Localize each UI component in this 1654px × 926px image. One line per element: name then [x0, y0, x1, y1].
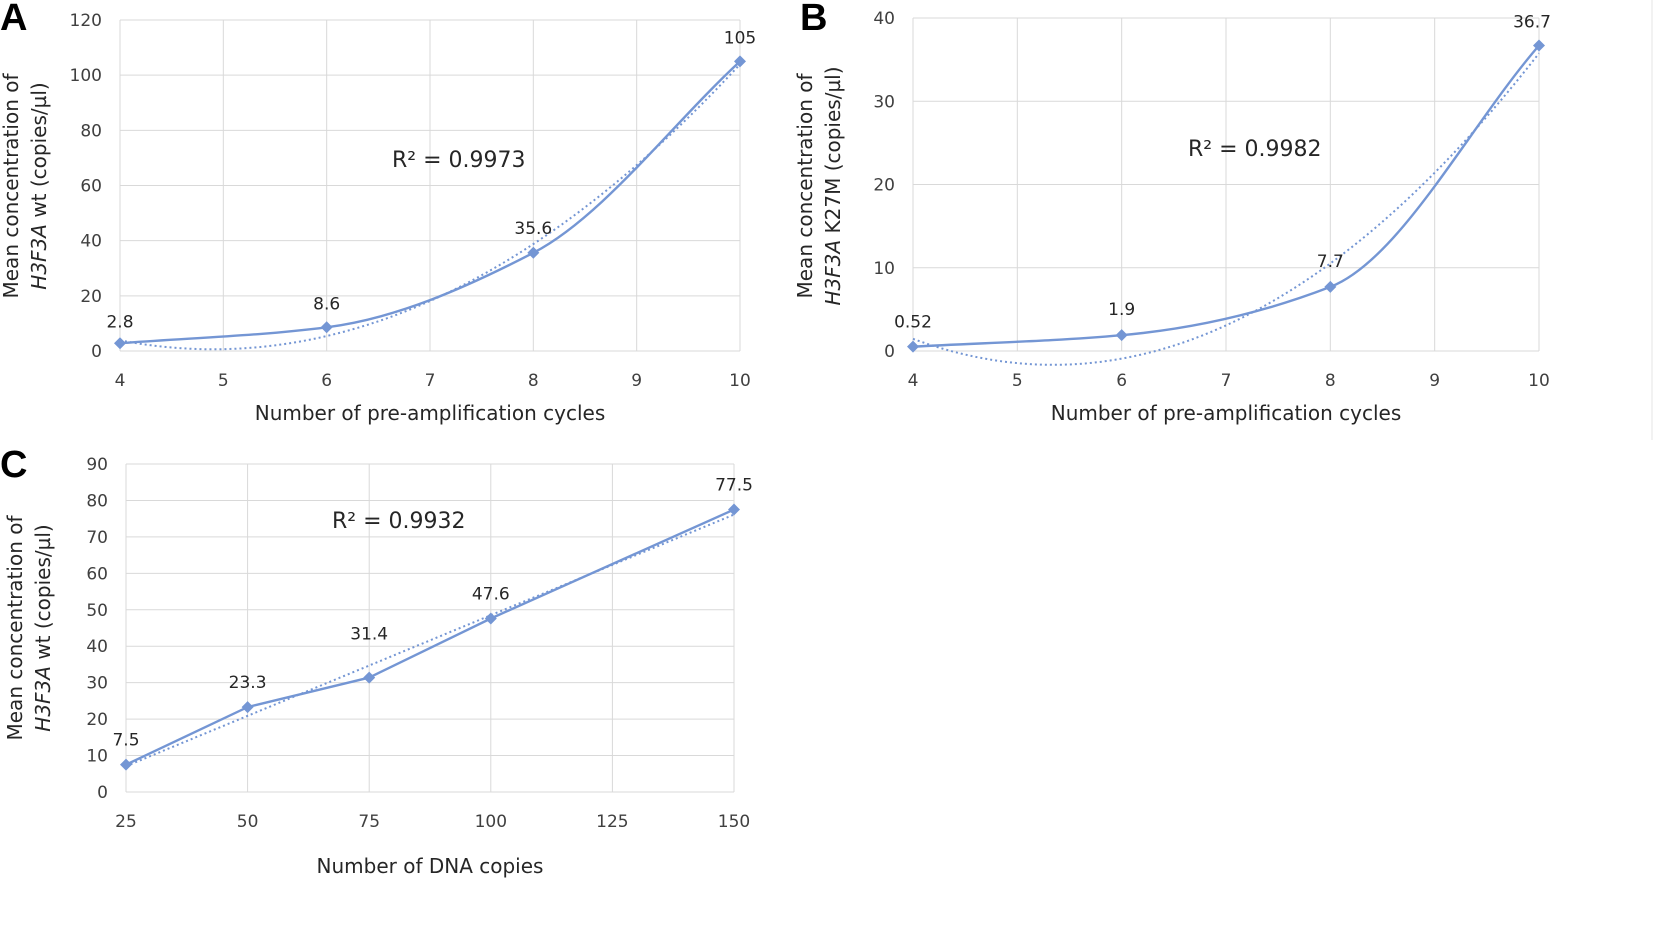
y-tick-label: 60: [80, 177, 102, 197]
x-tick-label: 125: [596, 812, 628, 832]
data-point-marker: [484, 612, 497, 625]
x-tick-label: 5: [1012, 371, 1023, 391]
y-tick-label: 80: [80, 121, 102, 141]
data-label: 1.9: [1108, 300, 1135, 320]
x-tick-label: 4: [908, 371, 919, 391]
trendline-c: [125, 513, 735, 768]
y-axis-title-line-1: Mean concentration of: [3, 515, 27, 741]
x-tick-label: 10: [1528, 371, 1550, 391]
x-tick-label: 75: [358, 812, 380, 832]
panel-letter-b: B: [800, 0, 827, 39]
y-tick-label: 100: [70, 66, 102, 86]
data-point-marker: [1533, 39, 1545, 52]
data-label: 36.7: [1513, 12, 1551, 32]
y-tick-label: 0: [91, 342, 102, 362]
data-point-marker: [734, 55, 746, 68]
data-label: 7.7: [1317, 252, 1344, 272]
x-tick-label: 6: [321, 371, 332, 391]
data-point-marker: [120, 758, 132, 771]
panel-letter-c: C: [0, 444, 27, 486]
r-squared-label-b: R² = 0.9982: [1188, 137, 1322, 162]
y-axis-title-line-1: Mean concentration of: [793, 73, 817, 299]
y-tick-label: 20: [86, 710, 108, 730]
data-label: 2.8: [106, 312, 133, 332]
y-tick-label: 20: [80, 287, 102, 307]
data-point-marker: [320, 321, 333, 334]
data-label: 23.3: [229, 673, 267, 693]
series-line-c: [125, 508, 735, 766]
data-label: 31.4: [350, 625, 388, 645]
y-tick-label: 40: [80, 232, 102, 252]
data-label: 0.52: [894, 313, 932, 333]
x-tick-label: 4: [115, 371, 126, 391]
y-tick-label: 20: [873, 176, 895, 196]
x-axis-title: Number of DNA copies: [317, 854, 544, 878]
x-tick-label: 150: [718, 812, 750, 832]
x-tick-label: 100: [475, 812, 507, 832]
y-tick-label: 10: [86, 747, 108, 767]
data-point-marker: [1324, 280, 1337, 293]
data-label: 8.6: [313, 294, 340, 314]
data-label: 7.5: [112, 731, 139, 751]
data-label: 47.6: [472, 585, 510, 605]
trendline-b: [912, 52, 1540, 366]
x-tick-label: 6: [1116, 371, 1127, 391]
r-squared-label-c: R² = 0.9932: [332, 509, 466, 534]
r-squared-label-a: R² = 0.9973: [392, 148, 526, 173]
x-tick-label: 5: [218, 371, 229, 391]
y-axis-title-line-2: H3F3A K27M (copies/µl): [821, 66, 845, 305]
x-tick-label: 25: [115, 812, 137, 832]
data-point-marker: [527, 246, 540, 259]
x-tick-label: 50: [237, 812, 259, 832]
data-point-marker: [363, 671, 376, 684]
y-tick-label: 30: [873, 92, 895, 112]
y-tick-label: 90: [86, 455, 108, 475]
x-axis-title: Number of pre-amplification cycles: [1051, 401, 1402, 425]
y-tick-label: 70: [86, 528, 108, 548]
panel-letter-a: A: [0, 0, 27, 39]
y-tick-label: 120: [70, 11, 102, 31]
x-tick-label: 7: [425, 371, 436, 391]
y-tick-label: 0: [97, 783, 108, 803]
y-tick-label: 80: [86, 491, 108, 511]
y-axis-title-line-1: Mean concentration of: [0, 73, 23, 299]
y-tick-label: 40: [873, 9, 895, 29]
chart-panel-c: C 0 10 20 30 40 50 60 70 80 90 25 50 75 100 125 150 Numbe…: [0, 444, 753, 878]
y-tick-label: 0: [884, 342, 895, 362]
y-tick-label: 30: [86, 674, 108, 694]
x-tick-label: 9: [1429, 371, 1440, 391]
data-point-marker: [1115, 329, 1128, 342]
chart-panel-a: A 0 20 40 60 80 100 120 4 5 6 7 8 9 10 Number of pre-am…: [0, 0, 756, 425]
x-tick-label: 7: [1221, 371, 1232, 391]
y-axis-title-line-2: H3F3A wt (copies/µl): [31, 524, 55, 731]
x-axis-title: Number of pre-amplification cycles: [255, 401, 606, 425]
x-tick-label: 10: [729, 371, 751, 391]
series-line-b: [912, 44, 1540, 348]
y-tick-label: 40: [86, 637, 108, 657]
chart-panel-b: B 0 10 20 30 40 4 5 6 7 8 9 10 Number of pre-amplific…: [793, 0, 1551, 425]
data-label: 35.6: [514, 219, 552, 239]
data-point-marker: [907, 340, 919, 353]
y-tick-label: 60: [86, 564, 108, 584]
x-tick-label: 9: [631, 371, 642, 391]
y-tick-label: 10: [873, 259, 895, 279]
y-axis-title-line-2: H3F3A wt (copies/µl): [27, 82, 51, 289]
data-label: 77.5: [715, 476, 753, 496]
x-tick-label: 8: [1325, 371, 1336, 391]
trendline-a: [119, 63, 741, 351]
x-tick-label: 8: [528, 371, 539, 391]
series-line-a: [119, 60, 741, 345]
data-point-marker: [241, 701, 254, 714]
data-label: 105: [724, 28, 756, 48]
y-tick-label: 50: [86, 601, 108, 621]
data-point-marker: [114, 337, 126, 350]
data-point-marker: [728, 503, 740, 516]
